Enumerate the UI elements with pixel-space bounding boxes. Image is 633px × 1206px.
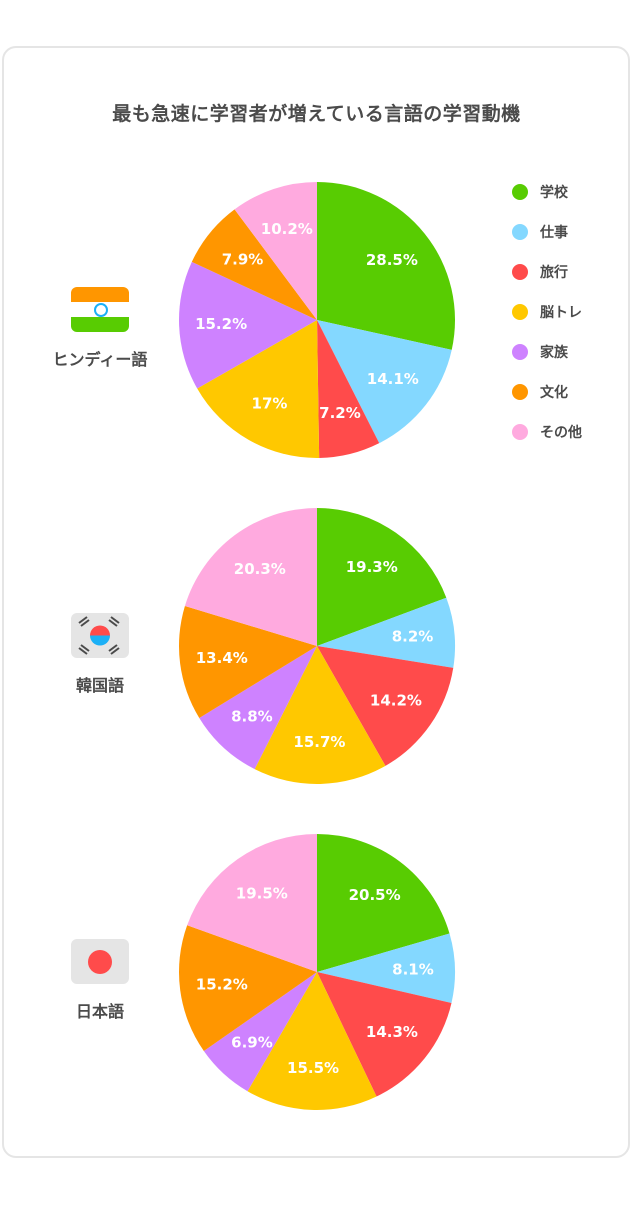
pie-slice-other [234,182,317,320]
chart-title: 最も急速に学習者が増えている言語の学習動機 [112,103,521,125]
pie-slice-other [187,833,317,972]
legend-label: 学校 [540,185,568,201]
pie-slice-family [179,261,317,389]
slice-label-work: 14.1% [367,370,419,388]
pie-slice-culture [179,606,317,718]
pie-slice-work [317,597,455,668]
green-dot-icon [512,184,528,200]
language-name: 韓国語 [75,676,124,695]
slice-label-school: 19.3% [346,558,398,576]
pie-slice-travel [317,646,454,766]
red-dot-icon [512,264,528,280]
japan-flag-icon [71,939,129,984]
pie-chart-1: 28.5% 14.1% 7.2% 17% 15.2% 7.9% 10.2% [179,182,455,459]
pie-slice-brain-training [197,320,320,459]
pie-slice-travel [317,972,452,1097]
india-flag-icon [71,287,129,332]
pie-slice-culture [191,209,317,320]
language-hindi: ヒンディー語 [36,287,164,370]
pie-slice-school [317,508,447,646]
slice-label-culture: 7.9% [222,250,264,268]
slice-label-culture: 15.2% [196,976,248,994]
legend-item-school: 学校 [512,180,568,204]
legend-item-brain-training: 脳トレ [512,300,582,324]
pie-slice-culture [179,925,317,1051]
slice-label-other: 20.3% [234,560,286,578]
legend-label: その他 [540,425,582,441]
pie-slice-family [199,646,317,770]
pie-slice-family [203,972,317,1092]
slice-label-brain-training: 15.7% [293,733,345,751]
language-korean: 韓国語 [36,613,164,696]
pie-slice-brain-training [247,972,377,1110]
slice-label-family: 15.2% [195,315,247,333]
pie-chart-2: 19.3% 8.2% 14.2% 15.7% 8.8% 13.4% 20.3% [179,507,455,784]
legend-item-work: 仕事 [512,220,568,244]
pie-slice-other [184,507,317,646]
pink-dot-icon [512,424,528,440]
pie-slice-brain-training [254,646,386,784]
legend-item-travel: 旅行 [512,260,568,284]
slice-label-work: 8.2% [392,628,434,646]
language-name: ヒンディー語 [52,350,148,369]
lightblue-dot-icon [512,224,528,240]
legend-item-culture: 文化 [512,380,568,404]
pie-slice-work [317,933,455,1003]
slice-label-travel: 7.2% [319,404,361,422]
slice-label-brain-training: 15.5% [287,1059,339,1077]
pie-slice-travel [317,320,380,458]
slice-label-travel: 14.2% [370,692,422,710]
pie-slice-school [317,834,450,972]
purple-dot-icon [512,344,528,360]
slice-label-family: 6.9% [231,1034,273,1052]
slice-label-school: 20.5% [349,886,401,904]
legend-item-family: 家族 [512,340,568,364]
slice-label-family: 8.8% [231,708,273,726]
slice-label-other: 19.5% [236,884,288,902]
slice-label-culture: 13.4% [196,649,248,667]
yellow-dot-icon [512,304,528,320]
korea-flag-icon [71,613,129,658]
slice-label-school: 28.5% [366,251,418,269]
legend-label: 脳トレ [540,305,582,321]
slice-label-travel: 14.3% [366,1023,418,1041]
pie-slice-work [317,320,452,444]
slice-label-work: 8.1% [392,960,434,978]
pie-chart-3: 20.5% 8.1% 14.3% 15.5% 6.9% 15.2% 19.5% [179,833,455,1110]
slice-label-brain-training: 17% [252,394,288,412]
legend-label: 文化 [540,385,568,401]
legend-label: 家族 [540,345,568,361]
language-japanese: 日本語 [36,939,164,1022]
orange-dot-icon [512,384,528,400]
slice-label-other: 10.2% [261,220,313,238]
legend-label: 仕事 [540,225,568,241]
legend-label: 旅行 [540,265,568,281]
pie-slice-school [317,182,455,350]
language-name: 日本語 [75,1002,124,1021]
legend-item-other: その他 [512,420,582,444]
